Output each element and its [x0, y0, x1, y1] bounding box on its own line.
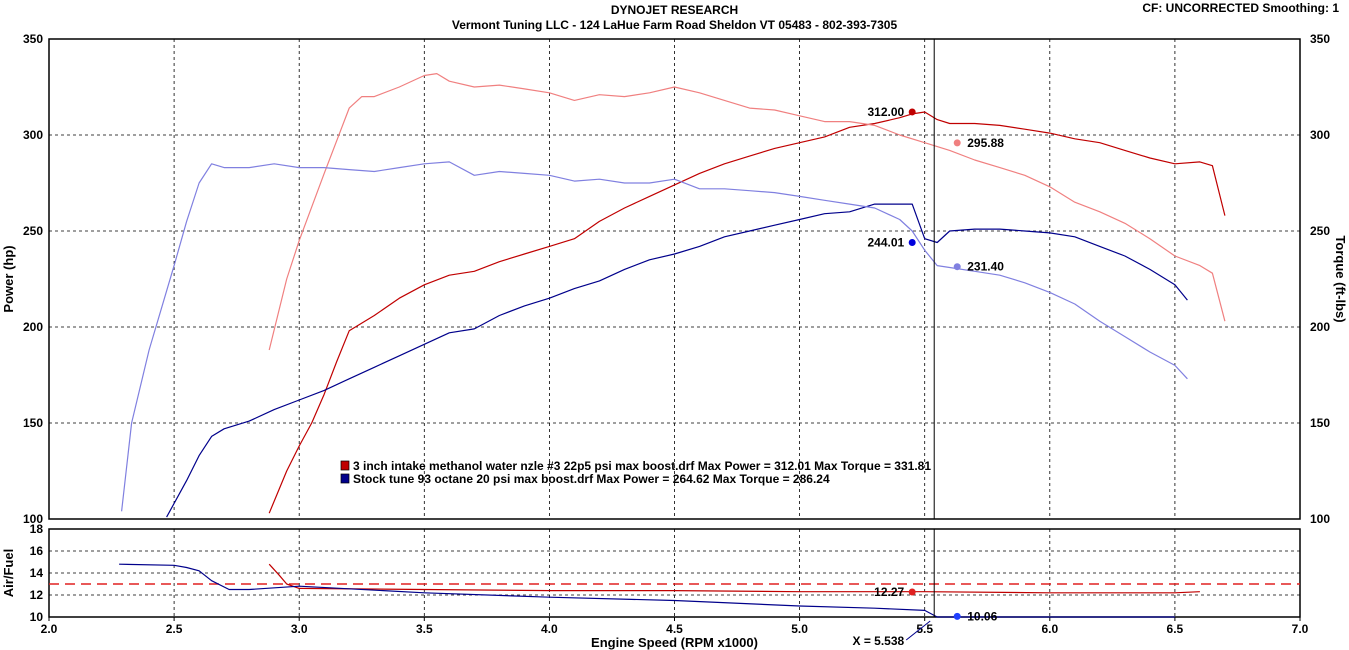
blue-power-value-label: 244.01 [867, 236, 904, 250]
blue-afr-line [119, 563, 1175, 618]
x-tick-label: 6.5 [1167, 622, 1184, 636]
x-tick-label: 3.5 [416, 622, 433, 636]
x-axis-label: Engine Speed (RPM x1000) [591, 635, 758, 650]
blue-afr-marker [953, 612, 961, 620]
x-tick-label: 6.0 [1041, 622, 1058, 636]
y-axis-label-afr: Air/Fuel [1, 549, 16, 597]
y-tick-label-torque: 350 [1310, 32, 1330, 46]
x-tick-label: 5.5 [916, 622, 933, 636]
afr-y-tick-label: 18 [30, 522, 44, 536]
y-tick-label-power: 150 [23, 416, 43, 430]
x-tick-label: 2.5 [166, 622, 183, 636]
red-afr-value-label: 12.27 [874, 585, 904, 599]
legend-entry: Stock tune 93 octane 20 psi max boost.dr… [353, 472, 830, 486]
afr-y-tick-label: 12 [30, 588, 44, 602]
blue-power-marker [908, 239, 916, 247]
y-tick-label-power: 250 [23, 224, 43, 238]
afr-y-tick-label: 16 [30, 544, 44, 558]
y-tick-label-torque: 200 [1310, 320, 1330, 334]
red-torque-value-label: 295.88 [967, 136, 1004, 150]
x-tick-label: 7.0 [1292, 622, 1309, 636]
x-tick-label: 4.0 [541, 622, 558, 636]
y-axis-label-torque: Torque (ft-lbs) [1333, 235, 1348, 322]
red-power-marker [908, 108, 916, 116]
y-axis-label-power: Power (hp) [1, 245, 16, 312]
chart-subtitle: Vermont Tuning LLC - 124 LaHue Farm Road… [451, 18, 898, 32]
red-afr-line [268, 563, 1200, 594]
blue-torque-line [121, 161, 1188, 512]
x-tick-label: 4.5 [666, 622, 683, 636]
y-tick-label-power: 350 [23, 32, 43, 46]
red-torque-line [268, 72, 1226, 351]
cursor-x-readout: X = 5.538 [852, 634, 904, 648]
x-tick-label: 5.0 [791, 622, 808, 636]
correction-factor-label: CF: UNCORRECTED Smoothing: 1 [1142, 1, 1339, 15]
cursor-readout-leader [905, 620, 931, 641]
legend-entry: 3 inch intake methanol water nzle #3 22p… [353, 459, 931, 473]
y-tick-label-power: 100 [23, 512, 43, 526]
y-tick-label-power: 200 [23, 320, 43, 334]
afr-y-tick-label: 14 [30, 566, 44, 580]
red-torque-marker [953, 139, 961, 147]
y-tick-label-torque: 250 [1310, 224, 1330, 238]
y-tick-label-torque: 300 [1310, 128, 1330, 142]
red-power-value-label: 312.00 [867, 105, 904, 119]
blue-torque-value-label: 231.40 [967, 260, 1004, 274]
red-afr-marker [908, 588, 916, 596]
legend-swatch [340, 473, 350, 484]
chart-title: DYNOJET RESEARCH [610, 3, 739, 17]
red-power-line [268, 111, 1226, 514]
blue-afr-value-label: 10.06 [967, 609, 997, 623]
y-tick-label-power: 300 [23, 128, 43, 142]
afr-y-tick-label: 10 [30, 610, 44, 624]
y-tick-label-torque: 100 [1310, 512, 1330, 526]
x-tick-label: 3.0 [291, 622, 308, 636]
blue-torque-marker [953, 263, 961, 271]
legend-swatch [340, 460, 350, 471]
x-tick-label: 2.0 [41, 622, 58, 636]
y-tick-label-torque: 150 [1310, 416, 1330, 430]
blue-power-line [166, 203, 1188, 518]
